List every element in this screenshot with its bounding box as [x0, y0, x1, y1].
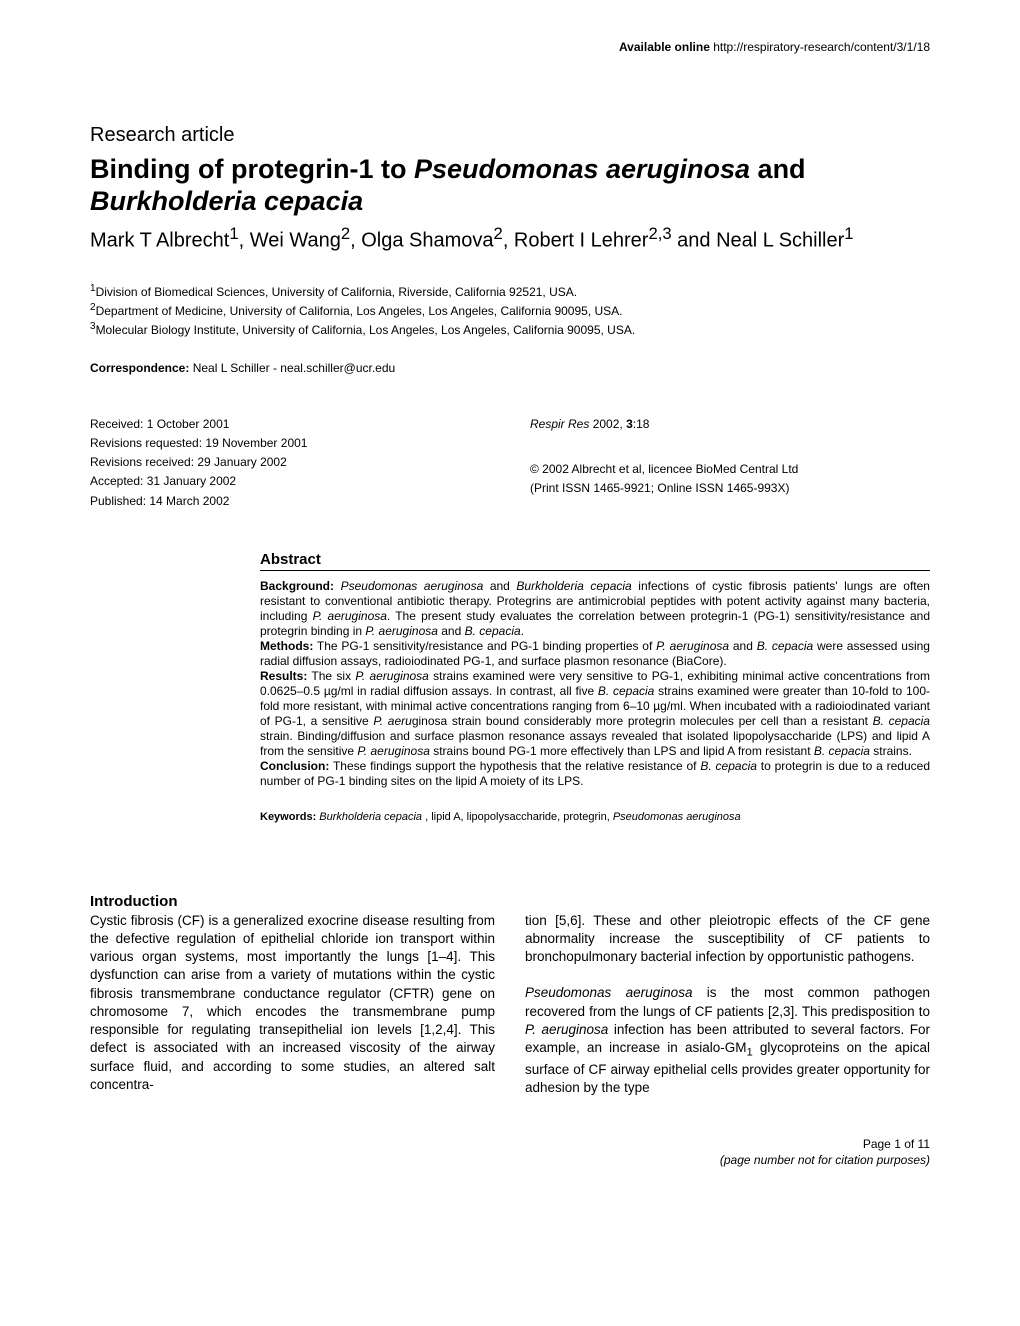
- affil-sup: 2: [494, 224, 503, 243]
- intro-text: Cystic fibrosis (CF) is a generalized ex…: [90, 913, 495, 1092]
- body-columns: Cystic fibrosis (CF) is a generalized ex…: [90, 912, 930, 1098]
- author: , Wei Wang: [239, 229, 341, 251]
- page-note: (page number not for citation purposes): [90, 1153, 930, 1169]
- dates-block: Received: 1 October 2001 Revisions reque…: [90, 415, 490, 511]
- revisions-received-date: Revisions received: 29 January 2002: [90, 453, 490, 472]
- title-part: Binding of protegrin-1 to: [90, 154, 414, 184]
- author: Mark T Albrecht: [90, 229, 229, 251]
- correspondence-text: Neal L Schiller - neal.schiller@ucr.edu: [189, 361, 395, 375]
- accepted-date: Accepted: 31 January 2002: [90, 472, 490, 491]
- author: , Robert I Lehrer: [503, 229, 649, 251]
- bg-label: Background:: [260, 579, 334, 593]
- copyright: © 2002 Albrecht et al, licencee BioMed C…: [530, 460, 930, 479]
- introduction-heading: Introduction: [90, 893, 930, 910]
- affil-sup: 2: [341, 224, 350, 243]
- column-left: Cystic fibrosis (CF) is a generalized ex…: [90, 912, 495, 1098]
- methods-label: Methods:: [260, 639, 313, 653]
- page-number: Page 1 of 11: [90, 1137, 930, 1153]
- url-text: http://respiratory-research/content/3/1/…: [713, 40, 930, 54]
- keywords: Keywords: Burkholderia cepacia , lipid A…: [260, 811, 930, 823]
- title-part: and: [750, 154, 806, 184]
- revisions-requested-date: Revisions requested: 19 November 2001: [90, 434, 490, 453]
- section-label: Research article: [90, 124, 930, 147]
- available-online-url: Available online http://respiratory-rese…: [90, 40, 930, 54]
- issn: (Print ISSN 1465-9921; Online ISSN 1465-…: [530, 479, 930, 498]
- results-label: Results:: [260, 669, 307, 683]
- keywords-label: Keywords:: [260, 811, 316, 823]
- citation: Respir Res 2002, 3:18: [530, 415, 930, 434]
- affil-sup: 1: [844, 224, 853, 243]
- correspondence-label: Correspondence:: [90, 361, 189, 375]
- author: and Neal L Schiller: [672, 229, 845, 251]
- title-italic: Pseudomonas aeruginosa: [414, 154, 750, 184]
- affiliation-line: 3Molecular Biology Institute, University…: [90, 320, 930, 339]
- author: , Olga Shamova: [350, 229, 493, 251]
- published-date: Published: 14 March 2002: [90, 492, 490, 511]
- intro-text: tion [5,6]. These and other pleiotropic …: [525, 912, 930, 967]
- correspondence: Correspondence: Neal L Schiller - neal.s…: [90, 361, 930, 375]
- citation-block: Respir Res 2002, 3:18 © 2002 Albrecht et…: [530, 415, 930, 511]
- affil-sup: 2,3: [648, 224, 671, 243]
- abstract-rule: [260, 570, 930, 571]
- authors: Mark T Albrecht1, Wei Wang2, Olga Shamov…: [90, 224, 930, 253]
- abstract-body: Background: Pseudomonas aeruginosa and B…: [260, 579, 930, 789]
- affiliations: 1Division of Biomedical Sciences, Univer…: [90, 282, 930, 338]
- received-date: Received: 1 October 2001: [90, 415, 490, 434]
- affiliation-line: 2Department of Medicine, University of C…: [90, 301, 930, 320]
- conclusion-label: Conclusion:: [260, 759, 329, 773]
- abstract-heading: Abstract: [260, 551, 930, 568]
- article-title: Binding of protegrin-1 to Pseudomonas ae…: [90, 153, 930, 218]
- abstract-block: Abstract Background: Pseudomonas aerugin…: [260, 551, 930, 823]
- page-footer: Page 1 of 11 (page number not for citati…: [90, 1137, 930, 1168]
- affil-sup: 1: [229, 224, 238, 243]
- intro-text: Pseudomonas aeruginosa is the most commo…: [525, 984, 930, 1097]
- metadata-block: Received: 1 October 2001 Revisions reque…: [90, 415, 930, 511]
- column-right: tion [5,6]. These and other pleiotropic …: [525, 912, 930, 1098]
- affiliation-line: 1Division of Biomedical Sciences, Univer…: [90, 282, 930, 301]
- title-italic: Burkholderia cepacia: [90, 186, 363, 216]
